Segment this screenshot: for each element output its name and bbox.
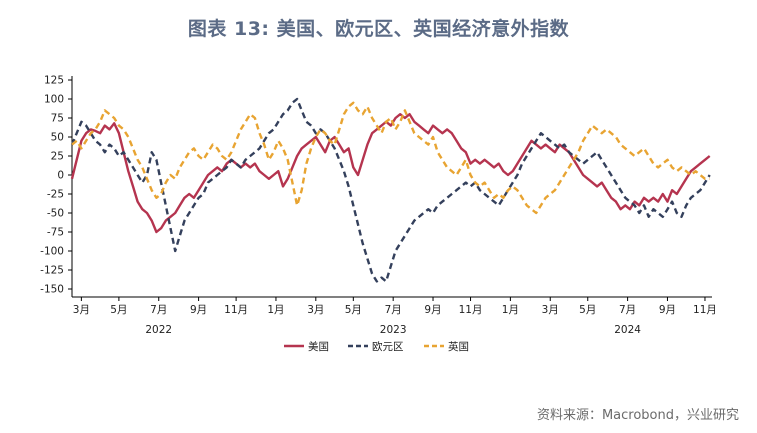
x-tick-label: 1月 <box>502 304 519 316</box>
x-tick-label: 3月 <box>542 304 559 316</box>
y-tick-label: 0 <box>57 170 64 182</box>
x-tick-label: 5月 <box>579 304 596 316</box>
axes-layer: 125 100 75 50 25 0 -25 -50 -75 -100 -125 -150 3月 5月 7月… <box>40 75 717 337</box>
year-label: 2023 <box>380 324 407 336</box>
x-tick-label: 9月 <box>659 304 676 316</box>
y-tick-label: -50 <box>47 208 64 220</box>
x-tick-label: 11月 <box>459 304 483 316</box>
x-tick-label: 5月 <box>345 304 362 316</box>
y-tick-label: -75 <box>47 227 64 239</box>
series-line-0 <box>70 113 711 234</box>
x-tick-label: 11月 <box>693 304 717 316</box>
source-note: 资料来源：Macrobond，兴业研究 <box>536 408 739 423</box>
x-tick-label: 7月 <box>150 304 167 316</box>
legend-label-0: 美国 <box>308 340 329 353</box>
legend: 美国 欧元区 英国 <box>284 340 469 353</box>
x-tick-label: 1月 <box>267 304 284 316</box>
y-tick-label: 25 <box>51 151 64 163</box>
x-tick-label: 7月 <box>385 304 402 316</box>
series-layer <box>70 97 711 283</box>
y-tick-label: -150 <box>40 284 64 296</box>
x-tick-label: 5月 <box>110 304 127 316</box>
x-tick-label: 9月 <box>190 304 207 316</box>
y-tick-label: 125 <box>44 75 64 87</box>
y-tick-label: 100 <box>44 94 64 106</box>
legend-label-2: 英国 <box>448 340 469 353</box>
chart-title: 图表 13: 美国、欧元区、英国经济意外指数 <box>187 18 570 40</box>
x-tick-label: 7月 <box>619 304 636 316</box>
x-tick-label: 3月 <box>307 304 324 316</box>
year-label: 2022 <box>145 324 172 336</box>
series-line-1 <box>70 97 711 283</box>
x-tick-label: 11月 <box>224 304 248 316</box>
y-tick-label: -100 <box>40 246 64 258</box>
y-tick-label: 50 <box>51 132 64 144</box>
y-tick-label: 75 <box>51 113 64 125</box>
x-tick-label: 3月 <box>73 304 90 316</box>
legend-label-1: 欧元区 <box>372 341 404 353</box>
year-label: 2024 <box>614 324 641 336</box>
series-line-2 <box>71 101 710 215</box>
y-tick-label: -25 <box>47 189 64 201</box>
y-tick-label: -125 <box>40 265 64 277</box>
x-tick-label: 9月 <box>424 304 441 316</box>
